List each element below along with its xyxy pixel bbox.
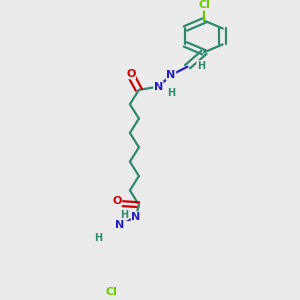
Text: O: O [112, 196, 122, 206]
Text: H: H [94, 233, 103, 243]
Text: H: H [197, 61, 205, 70]
Text: N: N [115, 220, 124, 230]
Text: N: N [154, 82, 163, 92]
Text: H: H [167, 88, 175, 98]
Text: Cl: Cl [198, 0, 210, 10]
Text: N: N [167, 70, 176, 80]
Text: O: O [126, 69, 136, 79]
Text: H: H [120, 210, 128, 220]
Text: Cl: Cl [106, 287, 118, 297]
Text: N: N [131, 212, 140, 222]
